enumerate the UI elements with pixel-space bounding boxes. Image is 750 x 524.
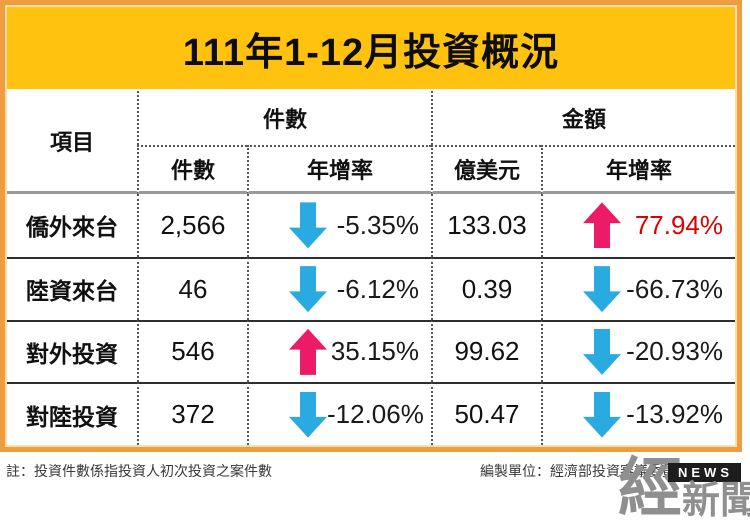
source-credit: 編製單位：經濟部投資審議委員會 (480, 463, 690, 479)
col-header-count: 件數 (137, 145, 247, 194)
amount-yoy-value: 77.94% (634, 209, 723, 240)
news-badge: NEWS (667, 463, 741, 482)
col-header-item: 項目 (7, 91, 137, 194)
count-value: 546 (137, 319, 247, 383)
infographic-frame: 111年1-12月投資概況 項目 件數 金額 件數 年增率 億美元 年增率 僑外… (0, 0, 742, 452)
trend-arrow-icon (289, 202, 327, 249)
amount-yoy-cell: -20.93% (541, 319, 735, 383)
col-header-usd: 億美元 (431, 145, 541, 194)
count-yoy-cell: 35.15% (247, 319, 431, 383)
trend-arrow-icon (583, 266, 621, 313)
amount-value: 99.62 (431, 319, 541, 383)
trend-arrow-icon (289, 328, 327, 375)
trend-arrow-icon (583, 328, 621, 375)
count-yoy-cell: -12.06% (247, 382, 431, 445)
count-yoy-value: -5.35% (336, 209, 419, 240)
count-value: 372 (137, 382, 247, 445)
row-label: 陸資來台 (7, 256, 137, 320)
news-logo-text: 新聞 (681, 480, 750, 522)
count-value: 46 (137, 256, 247, 320)
page-title: 111年1-12月投資概況 (182, 31, 560, 74)
title-band: 111年1-12月投資概況 (7, 7, 735, 89)
row-label: 僑外來台 (7, 194, 137, 257)
amount-value: 133.03 (431, 194, 541, 257)
trend-arrow-icon (289, 391, 327, 438)
row-label: 對陸投資 (7, 382, 137, 445)
trend-arrow-icon (583, 391, 621, 438)
amount-yoy-value: -66.73% (626, 273, 723, 304)
count-yoy-cell: -5.35% (247, 194, 431, 257)
count-yoy-value: 35.15% (330, 336, 419, 367)
footer: 註：投資件數係指投資人初次投資之案件數 編製單位：經濟部投資審議委員會 (0, 452, 750, 506)
count-yoy-value: -6.12% (336, 273, 419, 304)
amount-value: 50.47 (431, 382, 541, 445)
news-logo: 經 NEWS 新聞 (618, 457, 750, 522)
col-header-amount-yoy: 年增率 (541, 145, 735, 194)
amount-yoy-cell: -13.92% (541, 382, 735, 445)
amount-value: 0.39 (431, 256, 541, 320)
amount-yoy-value: -20.93% (626, 336, 723, 367)
trend-arrow-icon (583, 202, 621, 249)
count-yoy-value: -12.06% (327, 399, 424, 430)
amount-yoy-value: -13.92% (626, 399, 723, 430)
col-group-amount: 金額 (431, 91, 735, 145)
footnote: 註：投資件數係指投資人初次投資之案件數 (6, 463, 272, 479)
count-yoy-cell: -6.12% (247, 256, 431, 320)
count-value: 2,566 (137, 194, 247, 257)
amount-yoy-cell: 77.94% (541, 194, 735, 257)
investment-table: 項目 件數 金額 件數 年增率 億美元 年增率 僑外來台 2,566 -5.35… (7, 91, 735, 445)
col-group-count: 件數 (137, 91, 431, 145)
row-label: 對外投資 (7, 319, 137, 383)
col-header-count-yoy: 年增率 (247, 145, 431, 194)
trend-arrow-icon (289, 266, 327, 313)
amount-yoy-cell: -66.73% (541, 256, 735, 320)
